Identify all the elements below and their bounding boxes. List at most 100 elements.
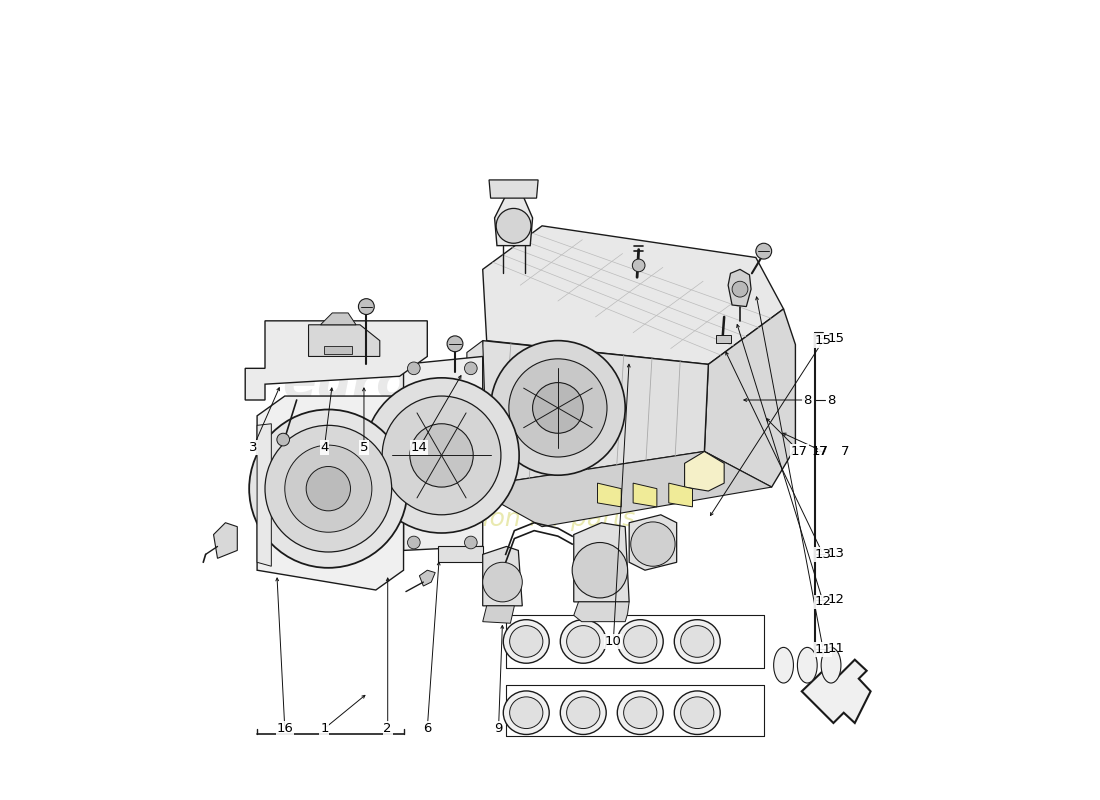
Text: 8: 8	[803, 394, 812, 406]
Text: 15: 15	[827, 332, 844, 345]
Circle shape	[410, 424, 473, 487]
Polygon shape	[257, 396, 404, 590]
Text: 10: 10	[605, 635, 621, 648]
Circle shape	[382, 396, 500, 514]
Ellipse shape	[566, 626, 600, 658]
Polygon shape	[634, 483, 657, 507]
Circle shape	[630, 522, 675, 566]
Text: 7: 7	[818, 445, 827, 458]
Text: europeparts: europeparts	[282, 360, 628, 408]
Ellipse shape	[773, 647, 793, 683]
Text: 5: 5	[360, 441, 368, 454]
Text: 11: 11	[815, 643, 832, 656]
Circle shape	[447, 336, 463, 352]
Circle shape	[250, 410, 407, 568]
Circle shape	[277, 434, 289, 446]
Ellipse shape	[674, 691, 720, 734]
Circle shape	[364, 378, 519, 533]
Polygon shape	[419, 570, 436, 586]
Text: 8: 8	[827, 394, 836, 406]
Ellipse shape	[509, 697, 543, 729]
Circle shape	[509, 359, 607, 457]
Text: 11: 11	[827, 642, 844, 655]
Ellipse shape	[681, 626, 714, 658]
Polygon shape	[320, 313, 356, 325]
Polygon shape	[483, 606, 515, 623]
Circle shape	[632, 259, 645, 272]
Ellipse shape	[566, 697, 600, 729]
Polygon shape	[495, 194, 532, 246]
Text: 17: 17	[812, 445, 828, 458]
Ellipse shape	[681, 697, 714, 729]
Text: 13: 13	[827, 547, 844, 560]
Text: 13: 13	[815, 548, 832, 561]
Text: 7: 7	[842, 445, 850, 458]
Ellipse shape	[674, 620, 720, 663]
Ellipse shape	[624, 626, 657, 658]
Circle shape	[491, 341, 625, 475]
Text: 1: 1	[320, 722, 329, 735]
Text: 12: 12	[827, 593, 844, 606]
Circle shape	[464, 536, 477, 549]
Text: 9: 9	[494, 722, 503, 735]
Text: 3: 3	[249, 441, 257, 454]
Polygon shape	[597, 483, 622, 507]
Circle shape	[306, 466, 351, 511]
Text: 15: 15	[815, 334, 832, 347]
Ellipse shape	[821, 647, 840, 683]
Polygon shape	[669, 483, 693, 507]
Ellipse shape	[560, 691, 606, 734]
Text: a passion for parts: a passion for parts	[402, 506, 635, 530]
Polygon shape	[483, 226, 783, 364]
Polygon shape	[629, 514, 676, 570]
Polygon shape	[684, 451, 724, 491]
Circle shape	[532, 382, 583, 434]
Text: 4: 4	[320, 441, 329, 454]
Text: GS: GS	[568, 336, 722, 433]
Polygon shape	[574, 602, 629, 622]
Circle shape	[407, 362, 420, 374]
Circle shape	[496, 209, 531, 243]
Ellipse shape	[560, 620, 606, 663]
Text: 12: 12	[815, 595, 832, 608]
Polygon shape	[308, 325, 380, 357]
Ellipse shape	[504, 691, 549, 734]
Polygon shape	[245, 321, 427, 400]
Circle shape	[407, 536, 420, 549]
Ellipse shape	[624, 697, 657, 729]
Text: 17: 17	[791, 445, 807, 458]
Circle shape	[483, 562, 522, 602]
Text: 14: 14	[411, 441, 428, 454]
Polygon shape	[213, 522, 238, 558]
Polygon shape	[438, 546, 483, 562]
Polygon shape	[471, 451, 772, 526]
Circle shape	[359, 298, 374, 314]
Text: 1985: 1985	[473, 421, 674, 490]
Circle shape	[756, 243, 772, 259]
Circle shape	[265, 426, 392, 552]
Text: 6: 6	[424, 722, 431, 735]
Polygon shape	[716, 335, 730, 343]
Polygon shape	[471, 341, 708, 487]
Ellipse shape	[617, 620, 663, 663]
Text: 2: 2	[384, 722, 392, 735]
Polygon shape	[574, 522, 629, 602]
Circle shape	[464, 362, 477, 374]
Text: 16: 16	[276, 722, 294, 735]
Circle shape	[733, 282, 748, 297]
Polygon shape	[404, 357, 483, 550]
Ellipse shape	[504, 620, 549, 663]
Polygon shape	[704, 309, 795, 487]
Polygon shape	[802, 660, 870, 723]
Ellipse shape	[617, 691, 663, 734]
Polygon shape	[728, 270, 751, 306]
Ellipse shape	[798, 647, 817, 683]
Polygon shape	[324, 346, 352, 354]
Polygon shape	[257, 424, 272, 566]
Polygon shape	[490, 180, 538, 198]
Circle shape	[285, 445, 372, 532]
Polygon shape	[483, 546, 522, 606]
Ellipse shape	[509, 626, 543, 658]
Circle shape	[572, 542, 628, 598]
Polygon shape	[466, 341, 486, 455]
